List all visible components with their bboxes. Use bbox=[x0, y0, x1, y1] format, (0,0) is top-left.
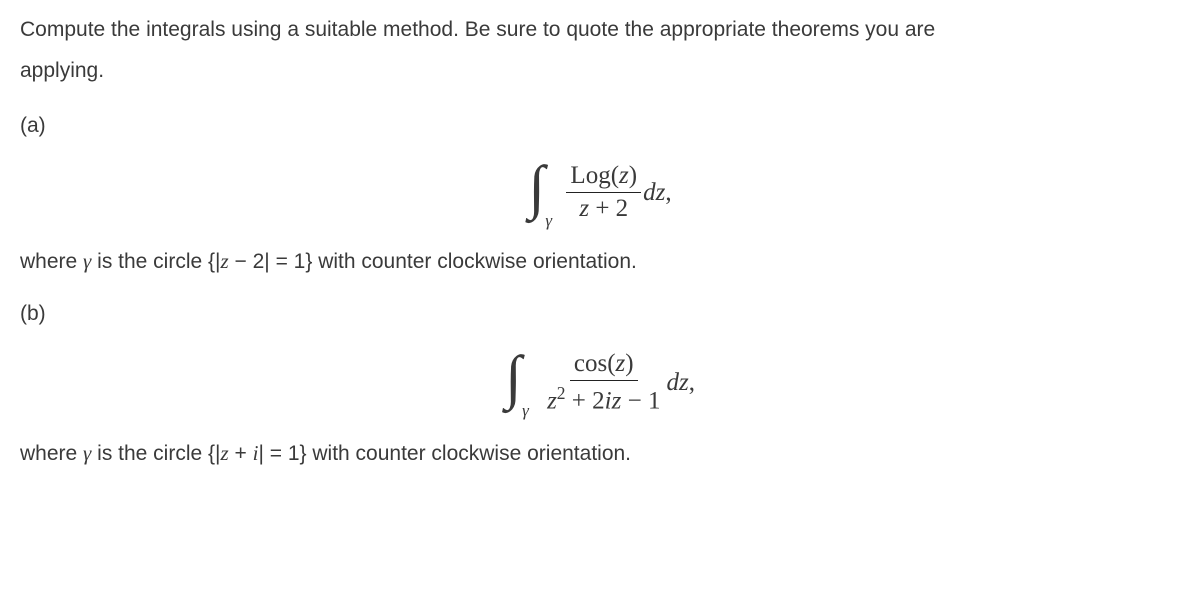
denominator-b: z2 + 2iz − 1 bbox=[543, 381, 664, 415]
where-a: where γ is the circle {|z − 2| = 1} with… bbox=[20, 249, 1180, 274]
dz-a: dz, bbox=[643, 179, 671, 207]
punct: , bbox=[665, 179, 671, 206]
num-var: z bbox=[619, 162, 629, 189]
integral-symbol-b: ∫ bbox=[505, 347, 521, 407]
z: z bbox=[656, 179, 666, 206]
dz-b: dz, bbox=[666, 369, 694, 397]
num-var-b: z bbox=[616, 350, 626, 377]
num-fn: Log bbox=[570, 162, 610, 189]
where-prefix-b: where bbox=[20, 442, 83, 465]
z-b-txt: z bbox=[220, 441, 228, 465]
den-end-b: − 1 bbox=[621, 387, 660, 414]
z-b: z bbox=[679, 369, 689, 396]
fraction-b: cos(z) z2 + 2iz − 1 bbox=[543, 350, 664, 415]
integral-a: ∫ γ Log(z) z + 2 dz, bbox=[528, 162, 671, 223]
numerator-b: cos(z) bbox=[570, 350, 638, 381]
where-mid2: − 2| = 1} with counter clockwise orienta… bbox=[229, 250, 637, 273]
numerator-a: Log(z) bbox=[566, 162, 641, 193]
where-mid: is the circle {| bbox=[91, 250, 220, 273]
formula-b: ∫ γ cos(z) z2 + 2iz − 1 dz, bbox=[20, 350, 1180, 415]
num-fn-b: cos bbox=[574, 350, 607, 377]
formula-a: ∫ γ Log(z) z + 2 dz, bbox=[20, 162, 1180, 223]
num-open-b: ( bbox=[607, 350, 615, 377]
num-close-b: ) bbox=[625, 350, 633, 377]
intro-line-2: applying. bbox=[20, 55, 1180, 87]
d-b: d bbox=[666, 369, 679, 396]
integral-sign-a: ∫ γ bbox=[528, 163, 560, 223]
integral-subscript: γ bbox=[545, 211, 552, 231]
punct-b: , bbox=[689, 369, 695, 396]
integral-subscript-b: γ bbox=[522, 401, 529, 421]
integral-sign-b: ∫ γ bbox=[505, 353, 537, 413]
fraction-a: Log(z) z + 2 bbox=[566, 162, 641, 223]
d: d bbox=[643, 179, 656, 206]
integral-b: ∫ γ cos(z) z2 + 2iz − 1 dz, bbox=[505, 350, 695, 415]
den-var1-b: z bbox=[547, 387, 557, 414]
part-a-label: (a) bbox=[20, 114, 1180, 138]
num-close: ) bbox=[629, 162, 637, 189]
part-b-label: (b) bbox=[20, 302, 1180, 326]
where-mid3-b: | = 1} with counter clockwise orientatio… bbox=[258, 442, 631, 465]
num-open: ( bbox=[611, 162, 619, 189]
intro-line-1: Compute the integrals using a suitable m… bbox=[20, 14, 1180, 46]
integral-symbol: ∫ bbox=[528, 157, 544, 217]
denominator-a: z + 2 bbox=[575, 193, 632, 223]
den-mid-b: + 2 bbox=[566, 387, 605, 414]
den-var: z bbox=[579, 195, 589, 222]
where-b: where γ is the circle {|z + i| = 1} with… bbox=[20, 441, 1180, 466]
den-op: + 2 bbox=[589, 195, 628, 222]
where-mid2-b: + bbox=[229, 442, 253, 465]
where-prefix: where bbox=[20, 250, 83, 273]
den-sup-b: 2 bbox=[557, 383, 566, 403]
where-mid-b: is the circle {| bbox=[91, 442, 220, 465]
z-a: z bbox=[220, 249, 228, 273]
den-var2-b: z bbox=[612, 387, 622, 414]
den-i-b: i bbox=[605, 387, 612, 414]
